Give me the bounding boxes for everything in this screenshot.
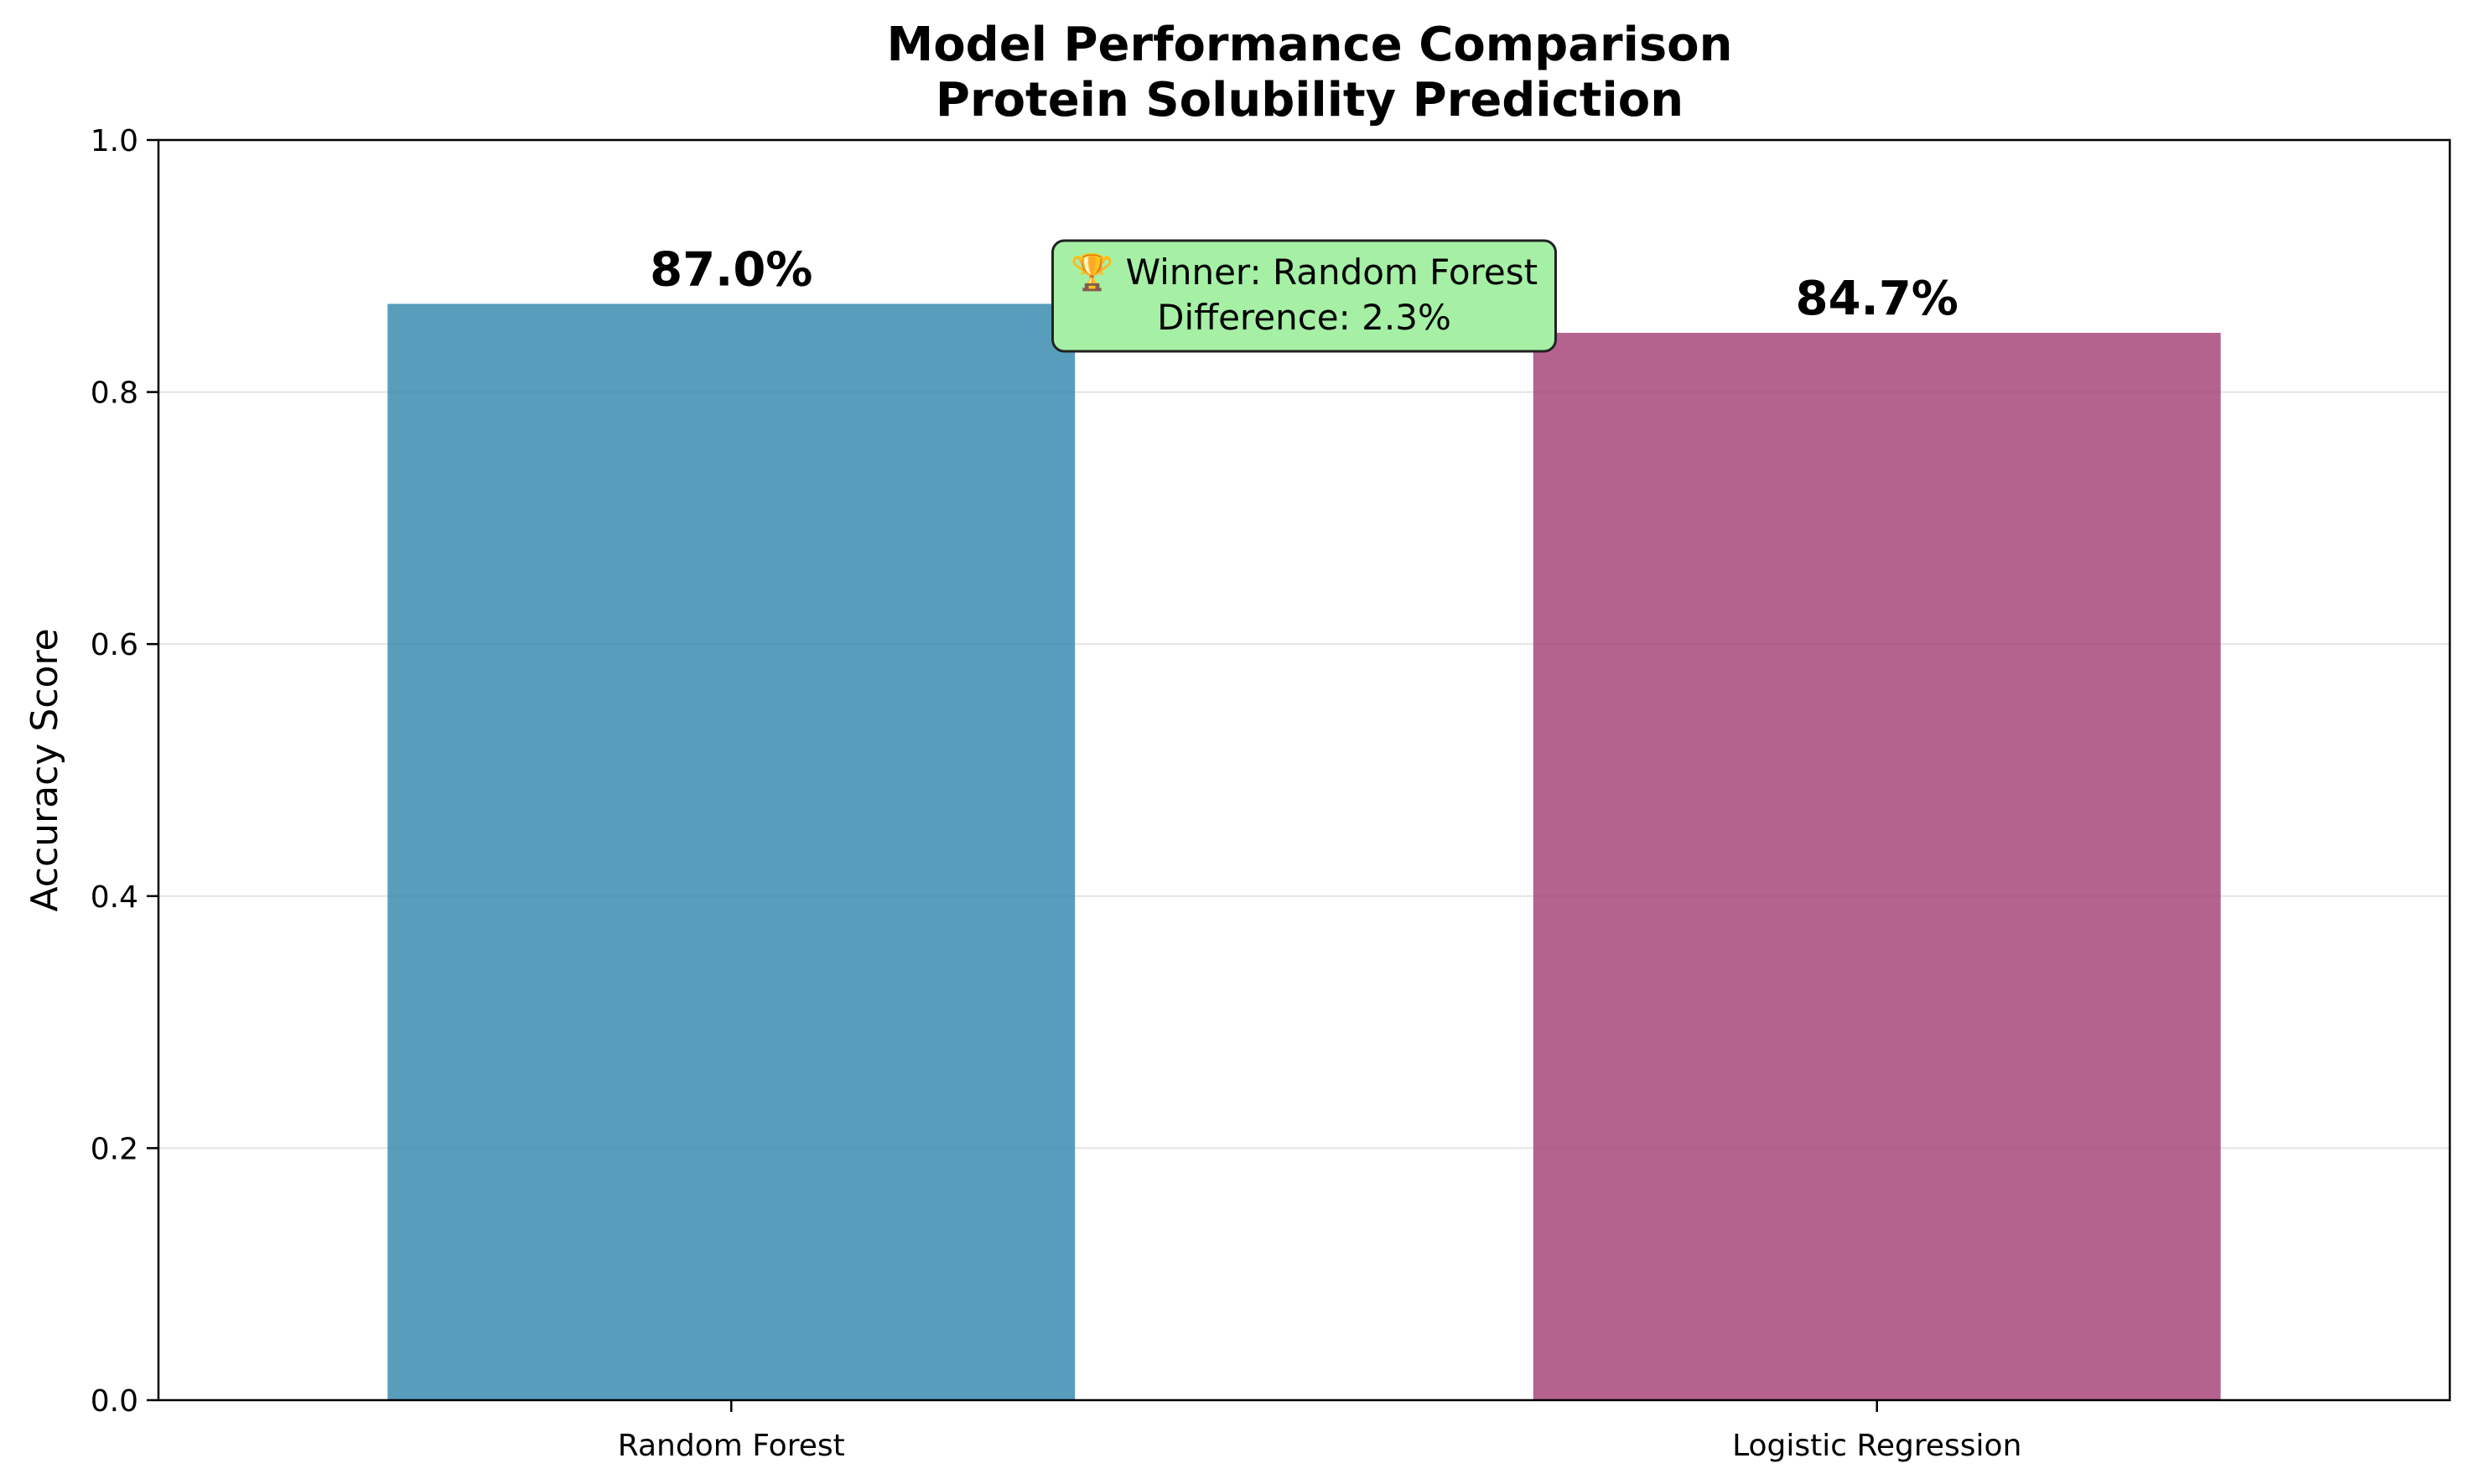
x-tick-label: Logistic Regression — [1732, 1429, 2021, 1463]
x-tick-label: Random Forest — [618, 1429, 845, 1463]
bar-value-label: 84.7% — [1796, 272, 1958, 326]
bars — [387, 304, 2221, 1401]
chart-subtitle: Protein Solubility Prediction — [936, 73, 1683, 127]
y-tick-label: 0.2 — [91, 1132, 138, 1166]
chart-title-group: Model Performance Comparison Protein Sol… — [886, 18, 1732, 127]
plot-frame — [157, 138, 2451, 1402]
y-axis-label: Accuracy Score — [23, 628, 66, 911]
bar — [1533, 332, 2221, 1401]
bar-value-label: 87.0% — [650, 242, 812, 297]
chart-title: Model Performance Comparison — [886, 18, 1732, 72]
winner-annotation: 🏆 Winner: Random Forest Difference: 2.3% — [1051, 239, 1557, 353]
y-tick-label: 0.8 — [91, 376, 138, 411]
annotation-winner-text: 🏆 Winner: Random Forest — [1071, 252, 1538, 293]
y-tick-label: 0.6 — [91, 628, 138, 662]
annotation-difference-text: Difference: 2.3% — [1157, 297, 1451, 338]
data-labels: 87.0% 84.7% — [650, 242, 1958, 326]
annotation-box — [1051, 239, 1557, 353]
x-axis-ticks: Random Forest Logistic Regression — [618, 1400, 2021, 1463]
y-axis-ticks: 0.0 0.2 0.4 0.6 0.8 1.0 — [91, 124, 158, 1419]
y-tick-label: 0.0 — [91, 1384, 138, 1419]
bar — [387, 304, 1076, 1400]
y-tick-label: 1.0 — [91, 124, 138, 158]
y-tick-label: 0.4 — [91, 880, 138, 915]
